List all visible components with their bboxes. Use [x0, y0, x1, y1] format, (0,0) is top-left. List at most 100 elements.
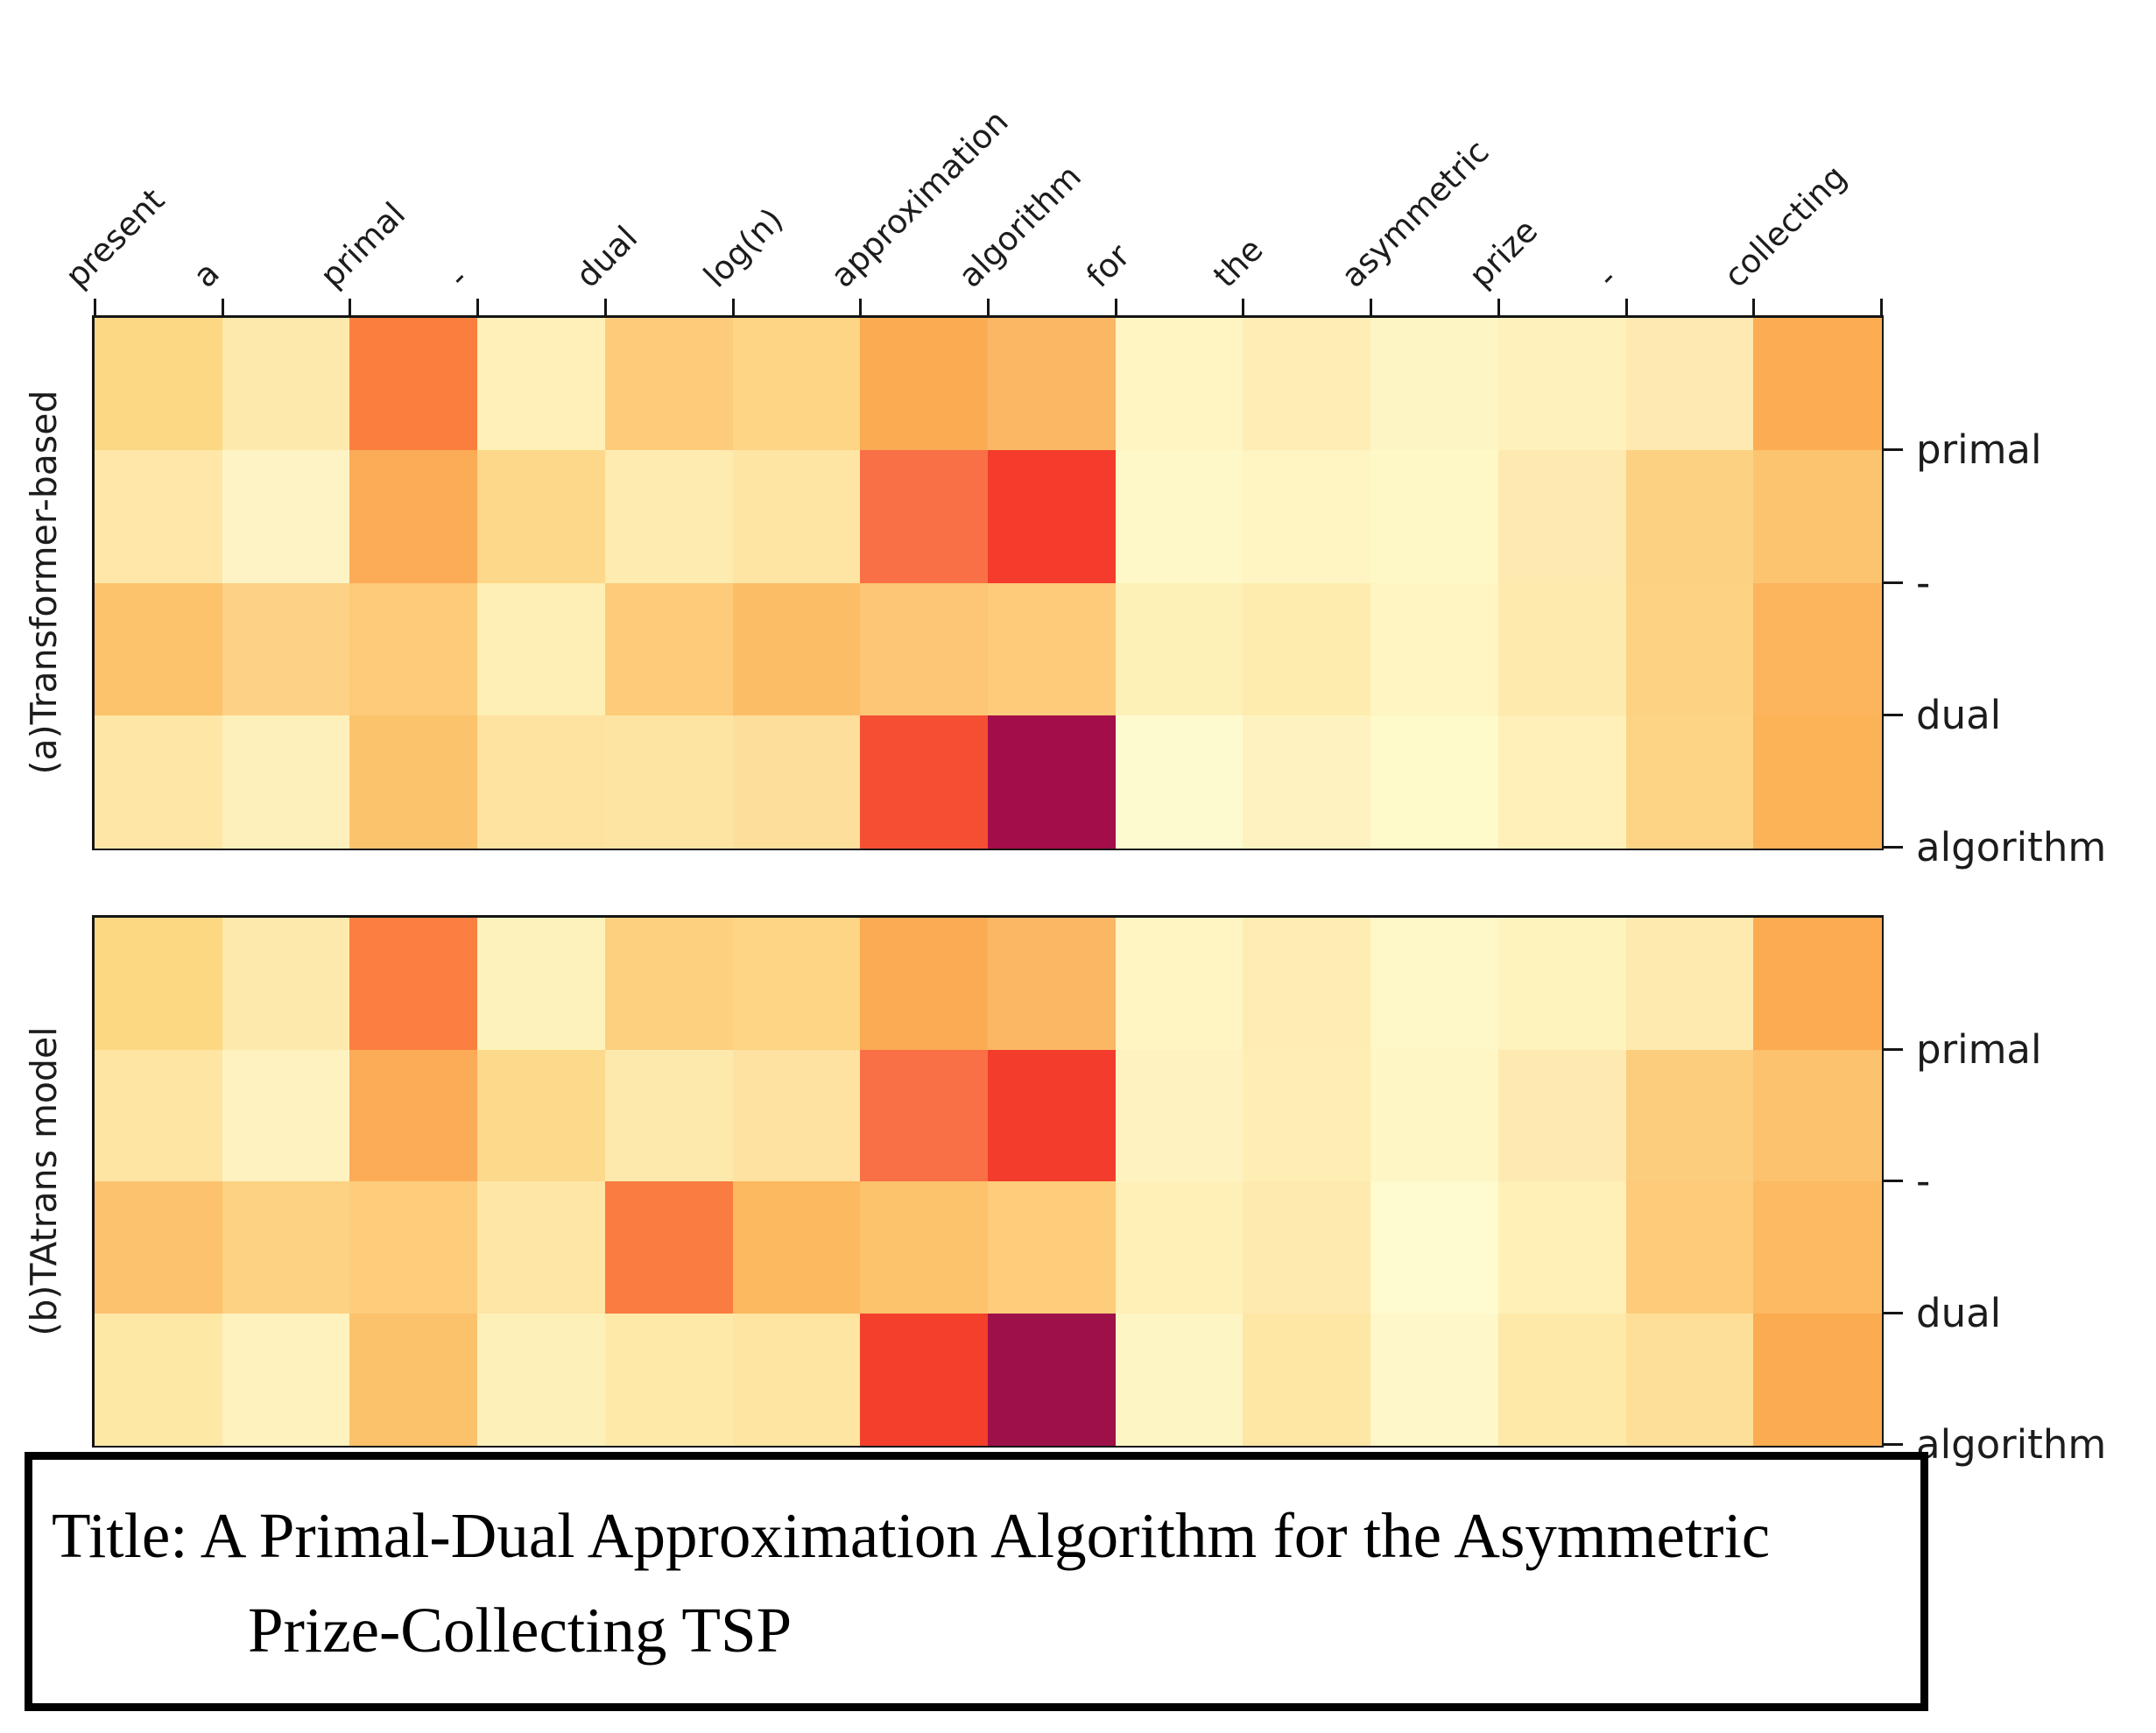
- x-tick-label: for: [1079, 236, 1138, 295]
- heatmap-cell: [1370, 1049, 1499, 1182]
- heatmap-cell: [1497, 318, 1627, 452]
- heatmap-cell: [604, 318, 734, 452]
- heatmap-cell: [732, 1313, 862, 1446]
- x-tick-label: present: [58, 180, 173, 295]
- y-axis-tick: [1884, 713, 1903, 716]
- heatmap-cell: [1115, 582, 1244, 716]
- y-axis-tick: [1884, 581, 1903, 584]
- heatmap-cell: [1497, 715, 1627, 849]
- x-axis-tick: [1752, 299, 1756, 318]
- title-line-2: Prize-Collecting TSP: [248, 1595, 793, 1666]
- heatmap-cell: [222, 1181, 351, 1314]
- y-tick-label: algorithm: [1916, 824, 2107, 870]
- heatmap-cell: [1370, 1313, 1499, 1446]
- heatmap-cell: [1115, 318, 1244, 452]
- x-tick-label: primal: [313, 194, 413, 295]
- heatmap-cell: [1370, 318, 1499, 452]
- heatmap-cell: [1243, 1181, 1372, 1314]
- heatmap-cell: [349, 1313, 479, 1446]
- x-tick-label: -: [1589, 259, 1624, 295]
- heatmap-cell: [349, 450, 479, 584]
- heatmap-cell: [604, 1049, 734, 1182]
- x-tick-label: the: [1206, 230, 1272, 295]
- heatmap-cell: [988, 1049, 1117, 1182]
- x-axis-tick: [94, 299, 96, 318]
- heatmap-cell: [1497, 450, 1627, 584]
- heatmap-cell: [1497, 1049, 1627, 1182]
- heatmap-cell: [1753, 918, 1882, 1051]
- heatmap-cell: [732, 918, 862, 1051]
- y-axis-tick: [1884, 1180, 1903, 1182]
- heatmap-cell: [349, 582, 479, 716]
- heatmap-cell: [860, 918, 989, 1051]
- title-box: Title: A Primal-Dual Approximation Algor…: [25, 1452, 1928, 1711]
- heatmap-cell: [1625, 715, 1755, 849]
- heatmap-cell: [477, 918, 606, 1051]
- heatmap-cell: [1115, 1049, 1244, 1182]
- heatmap-cell: [988, 582, 1117, 716]
- heatmap-cell: [1115, 1313, 1244, 1446]
- x-axis-tick: [1370, 299, 1373, 318]
- heatmap-cell: [222, 918, 351, 1051]
- y-tick-label: -: [1916, 1158, 1931, 1204]
- y-tick-label: dual: [1916, 691, 2002, 738]
- heatmap-cell: [477, 582, 606, 716]
- y-tick-label: dual: [1916, 1289, 2002, 1336]
- x-tick-label: dual: [568, 218, 645, 295]
- heatmap-cell: [1115, 1181, 1244, 1314]
- heatmap-cell: [1625, 918, 1755, 1051]
- heatmap-cell: [1625, 582, 1755, 716]
- x-axis-tick: [1242, 299, 1245, 318]
- panel-a-caption: (a)Transformer-based: [23, 390, 65, 775]
- heatmap-b: [92, 915, 1884, 1448]
- heatmap-cell: [1115, 450, 1244, 584]
- x-tick-label: algorithm: [951, 158, 1089, 295]
- y-tick-label: primal: [1916, 1025, 2042, 1073]
- heatmap-cell: [988, 318, 1117, 452]
- x-tick-label: a: [186, 254, 227, 295]
- heatmap-cell: [1625, 450, 1755, 584]
- heatmap-cell: [732, 582, 862, 716]
- heatmap-cell: [604, 582, 734, 716]
- heatmap-cell: [988, 918, 1117, 1051]
- x-axis-tick: [476, 299, 480, 318]
- heatmap-cell: [477, 450, 606, 584]
- heatmap-cell: [732, 318, 862, 452]
- heatmap-cell: [95, 1313, 223, 1446]
- x-axis-tick: [731, 299, 735, 318]
- heatmap-cell: [1243, 918, 1372, 1051]
- heatmap-cell: [1625, 1181, 1755, 1314]
- x-tick-label: prize: [1462, 211, 1546, 295]
- heatmap-cell: [732, 1181, 862, 1314]
- heatmap-cell: [222, 1049, 351, 1182]
- heatmap-cell: [222, 318, 351, 452]
- heatmap-cell: [860, 582, 989, 716]
- heatmap-cell: [1243, 715, 1372, 849]
- x-axis-tick: [603, 299, 607, 318]
- x-axis-tick: [1624, 299, 1628, 318]
- heatmap-cell: [349, 918, 479, 1051]
- heatmap-cell: [604, 715, 734, 849]
- y-axis-tick: [1884, 448, 1903, 452]
- y-axis-tick: [1884, 1311, 1903, 1314]
- heatmap-cell: [1753, 1181, 1882, 1314]
- heatmap-cell: [1753, 715, 1882, 849]
- heatmap-cell: [349, 715, 479, 849]
- heatmap-a: [92, 315, 1884, 850]
- heatmap-cell: [1625, 1313, 1755, 1446]
- x-axis-tick: [1497, 299, 1500, 318]
- heatmap-cell: [988, 1181, 1117, 1314]
- y-axis-tick: [1884, 1443, 1903, 1446]
- heatmap-cell: [1243, 318, 1372, 452]
- heatmap-cell: [604, 450, 734, 584]
- heatmap-cell: [860, 715, 989, 849]
- y-axis-tick: [1884, 846, 1903, 849]
- heatmap-cell: [604, 1313, 734, 1446]
- heatmap-cell: [477, 715, 606, 849]
- heatmap-cell: [1753, 318, 1882, 452]
- heatmap-cell: [477, 318, 606, 452]
- y-tick-label: algorithm: [1916, 1421, 2107, 1468]
- heatmap-cell: [1753, 1313, 1882, 1446]
- heatmap-cell: [860, 1049, 989, 1182]
- heatmap-cell: [860, 1181, 989, 1314]
